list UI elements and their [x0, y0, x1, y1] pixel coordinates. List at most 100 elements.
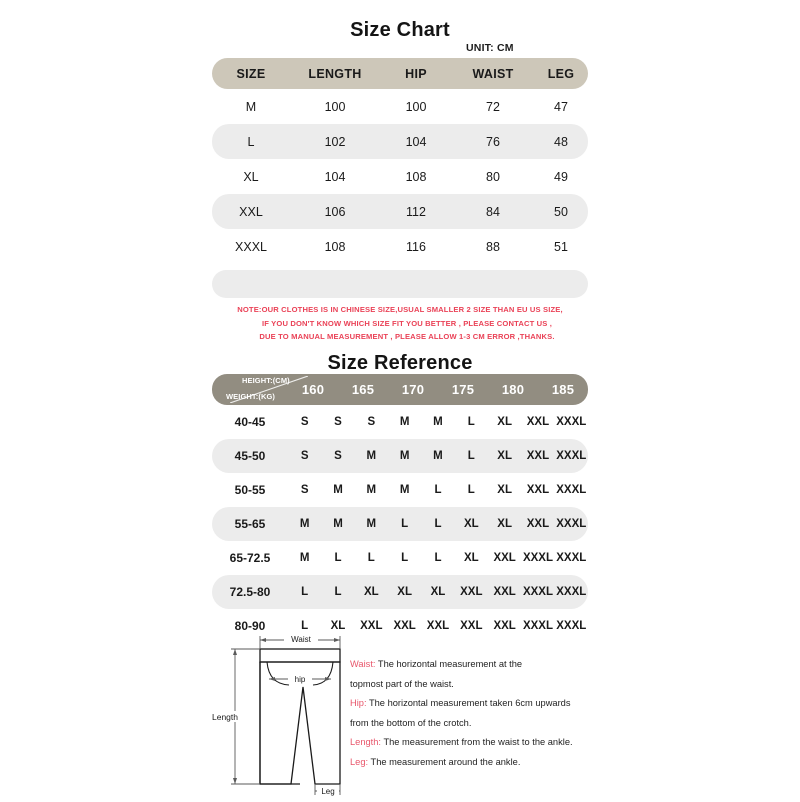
pants-diagram-icon: Waist hip Length	[207, 633, 341, 796]
cell-size: XXXL	[556, 620, 587, 632]
table-row: 45-50 S S M M M L XL XXL XXXL	[212, 439, 588, 473]
cell-size: XL	[397, 586, 412, 598]
cell-size: XL	[497, 450, 512, 462]
cell-leg: 50	[554, 204, 568, 219]
cell-size: L	[334, 552, 342, 564]
diagram-waist-label: Waist	[291, 635, 311, 644]
cell-waist: 80	[486, 169, 500, 184]
desc-text: The horizontal measurement taken 6cm upw…	[366, 698, 571, 708]
cell-size: M	[366, 484, 377, 496]
cell-weight-range: 72.5-80	[229, 585, 271, 599]
cell-size: XL	[430, 586, 446, 598]
cell-waist: 88	[486, 239, 500, 254]
cell-size: XL	[497, 484, 512, 496]
cell-size: M	[433, 450, 443, 462]
cell-length: 104	[324, 169, 346, 184]
desc-line-waist-2: topmost part of the waist.	[350, 675, 615, 695]
table-blank-row	[212, 270, 588, 298]
note-block: NOTE:OUR CLOTHES IS IN CHINESE SIZE,USUA…	[212, 303, 588, 344]
cell-hip: 116	[406, 239, 426, 254]
cell-size: M	[333, 484, 343, 496]
cell-size: L	[301, 620, 309, 632]
cell-size: S	[367, 416, 376, 428]
table-row: 50-55 S M M M L L XL XXL XXXL	[212, 473, 588, 507]
cell-size: XXL	[526, 416, 550, 428]
desc-text: The measurement from the waist to the an…	[381, 737, 573, 747]
cell-size: L	[434, 484, 442, 496]
cell-size: XXL	[493, 586, 516, 598]
header-height-values: 160 165 170 175 180 185	[288, 374, 588, 405]
cell-hip: 112	[406, 204, 426, 219]
cell-weight-range: 55-65	[234, 517, 266, 531]
cell-size: XXL	[526, 450, 550, 462]
cell-size: XL	[463, 518, 479, 530]
cell-size: XXL	[526, 518, 550, 530]
diagram-length-label: Length	[212, 712, 238, 722]
cell-size: XL	[330, 620, 346, 632]
cell-size: XXXL	[522, 586, 553, 598]
cell-size: M	[366, 450, 377, 462]
size-cells: M L L L L XL XXL XXXL XXXL	[288, 552, 588, 564]
table-row: XXXL 108 116 88 51	[212, 229, 588, 264]
cell-size: S	[334, 450, 342, 462]
column-header-leg: LEG	[547, 66, 575, 81]
cell-size: M	[433, 416, 443, 428]
desc-line-hip-1: Hip: The horizontal measurement taken 6c…	[350, 694, 615, 714]
table-row: 65-72.5 M L L L L XL XXL XXXL XXXL	[212, 541, 588, 575]
cell-leg: 48	[554, 134, 568, 149]
size-cells: M M M L L XL XL XXL XXXL	[288, 518, 588, 530]
size-cells: S M M M L L XL XXL XXXL	[288, 484, 588, 496]
cell-size: XXXL	[556, 518, 587, 530]
desc-line-waist-1: Waist: The horizontal measurement at the	[350, 655, 615, 675]
cell-size: S	[300, 416, 309, 428]
cell-size: XXL	[426, 620, 450, 632]
cell-size: XXXL	[556, 484, 587, 496]
cell-waist: 84	[486, 204, 500, 219]
cell-size: L	[434, 518, 442, 530]
cell-size: XXL	[526, 484, 550, 496]
table-row: 55-65 M M M L L XL XL XXL XXXL	[212, 507, 588, 541]
header-height-180: 180	[501, 382, 525, 397]
desc-key-leg: Leg:	[350, 756, 369, 767]
cell-size: M	[299, 518, 310, 530]
header-height-185: 185	[551, 382, 575, 397]
desc-line-leg: Leg: The measurement around the ankle.	[350, 753, 615, 773]
cell-size: XXL	[393, 620, 416, 632]
cell-size: L	[434, 552, 442, 564]
cell-weight-range: 50-55	[234, 483, 266, 497]
cell-size: L	[467, 484, 475, 496]
note-line-2: IF YOU DON'T KNOW WHICH SIZE FIT YOU BET…	[262, 318, 552, 328]
desc-key-waist: Waist:	[350, 659, 376, 669]
desc-text: The measurement around the ankle.	[368, 756, 521, 767]
cell-size: L	[367, 552, 375, 564]
cell-size: XXL	[239, 204, 263, 219]
size-cells: L L XL XL XL XXL XXL XXXL XXXL	[288, 586, 588, 598]
cell-hip: 108	[405, 169, 427, 184]
header-height-170: 170	[401, 382, 425, 397]
cell-size: L	[301, 586, 309, 598]
header-height-175: 175	[451, 382, 475, 397]
header-height-160: 160	[301, 382, 325, 397]
table-row: XXL 106 112 84 50	[212, 194, 588, 229]
desc-text: from the bottom of the crotch.	[350, 717, 472, 728]
cell-size: S	[300, 450, 309, 462]
diagram-leg-label: Leg	[321, 787, 334, 796]
size-reference-title: Size Reference	[327, 352, 473, 374]
cell-size: XXL	[493, 620, 516, 632]
column-header-waist: WAIST	[472, 66, 514, 81]
cell-leg: 47	[554, 99, 568, 114]
header-height-label: HEIGHT:(CM)	[242, 376, 290, 385]
cell-size: L	[401, 518, 409, 530]
note-line-3: DUE TO MANUAL MEASUREMENT , PLEASE ALLOW…	[259, 332, 555, 341]
cell-size: XXL	[360, 620, 383, 632]
cell-weight-range: 45-50	[234, 449, 266, 463]
column-header-hip: HIP	[405, 66, 427, 81]
cell-leg: 49	[554, 169, 568, 184]
cell-size: XL	[497, 518, 512, 530]
cell-size: XXXL	[556, 552, 587, 564]
cell-size: XXXL	[556, 416, 587, 428]
cell-waist: 72	[486, 99, 500, 114]
size-chart-title: Size Chart	[350, 19, 450, 41]
desc-line-hip-2: from the bottom of the crotch.	[350, 714, 615, 734]
cell-size: XXXL	[235, 239, 267, 254]
